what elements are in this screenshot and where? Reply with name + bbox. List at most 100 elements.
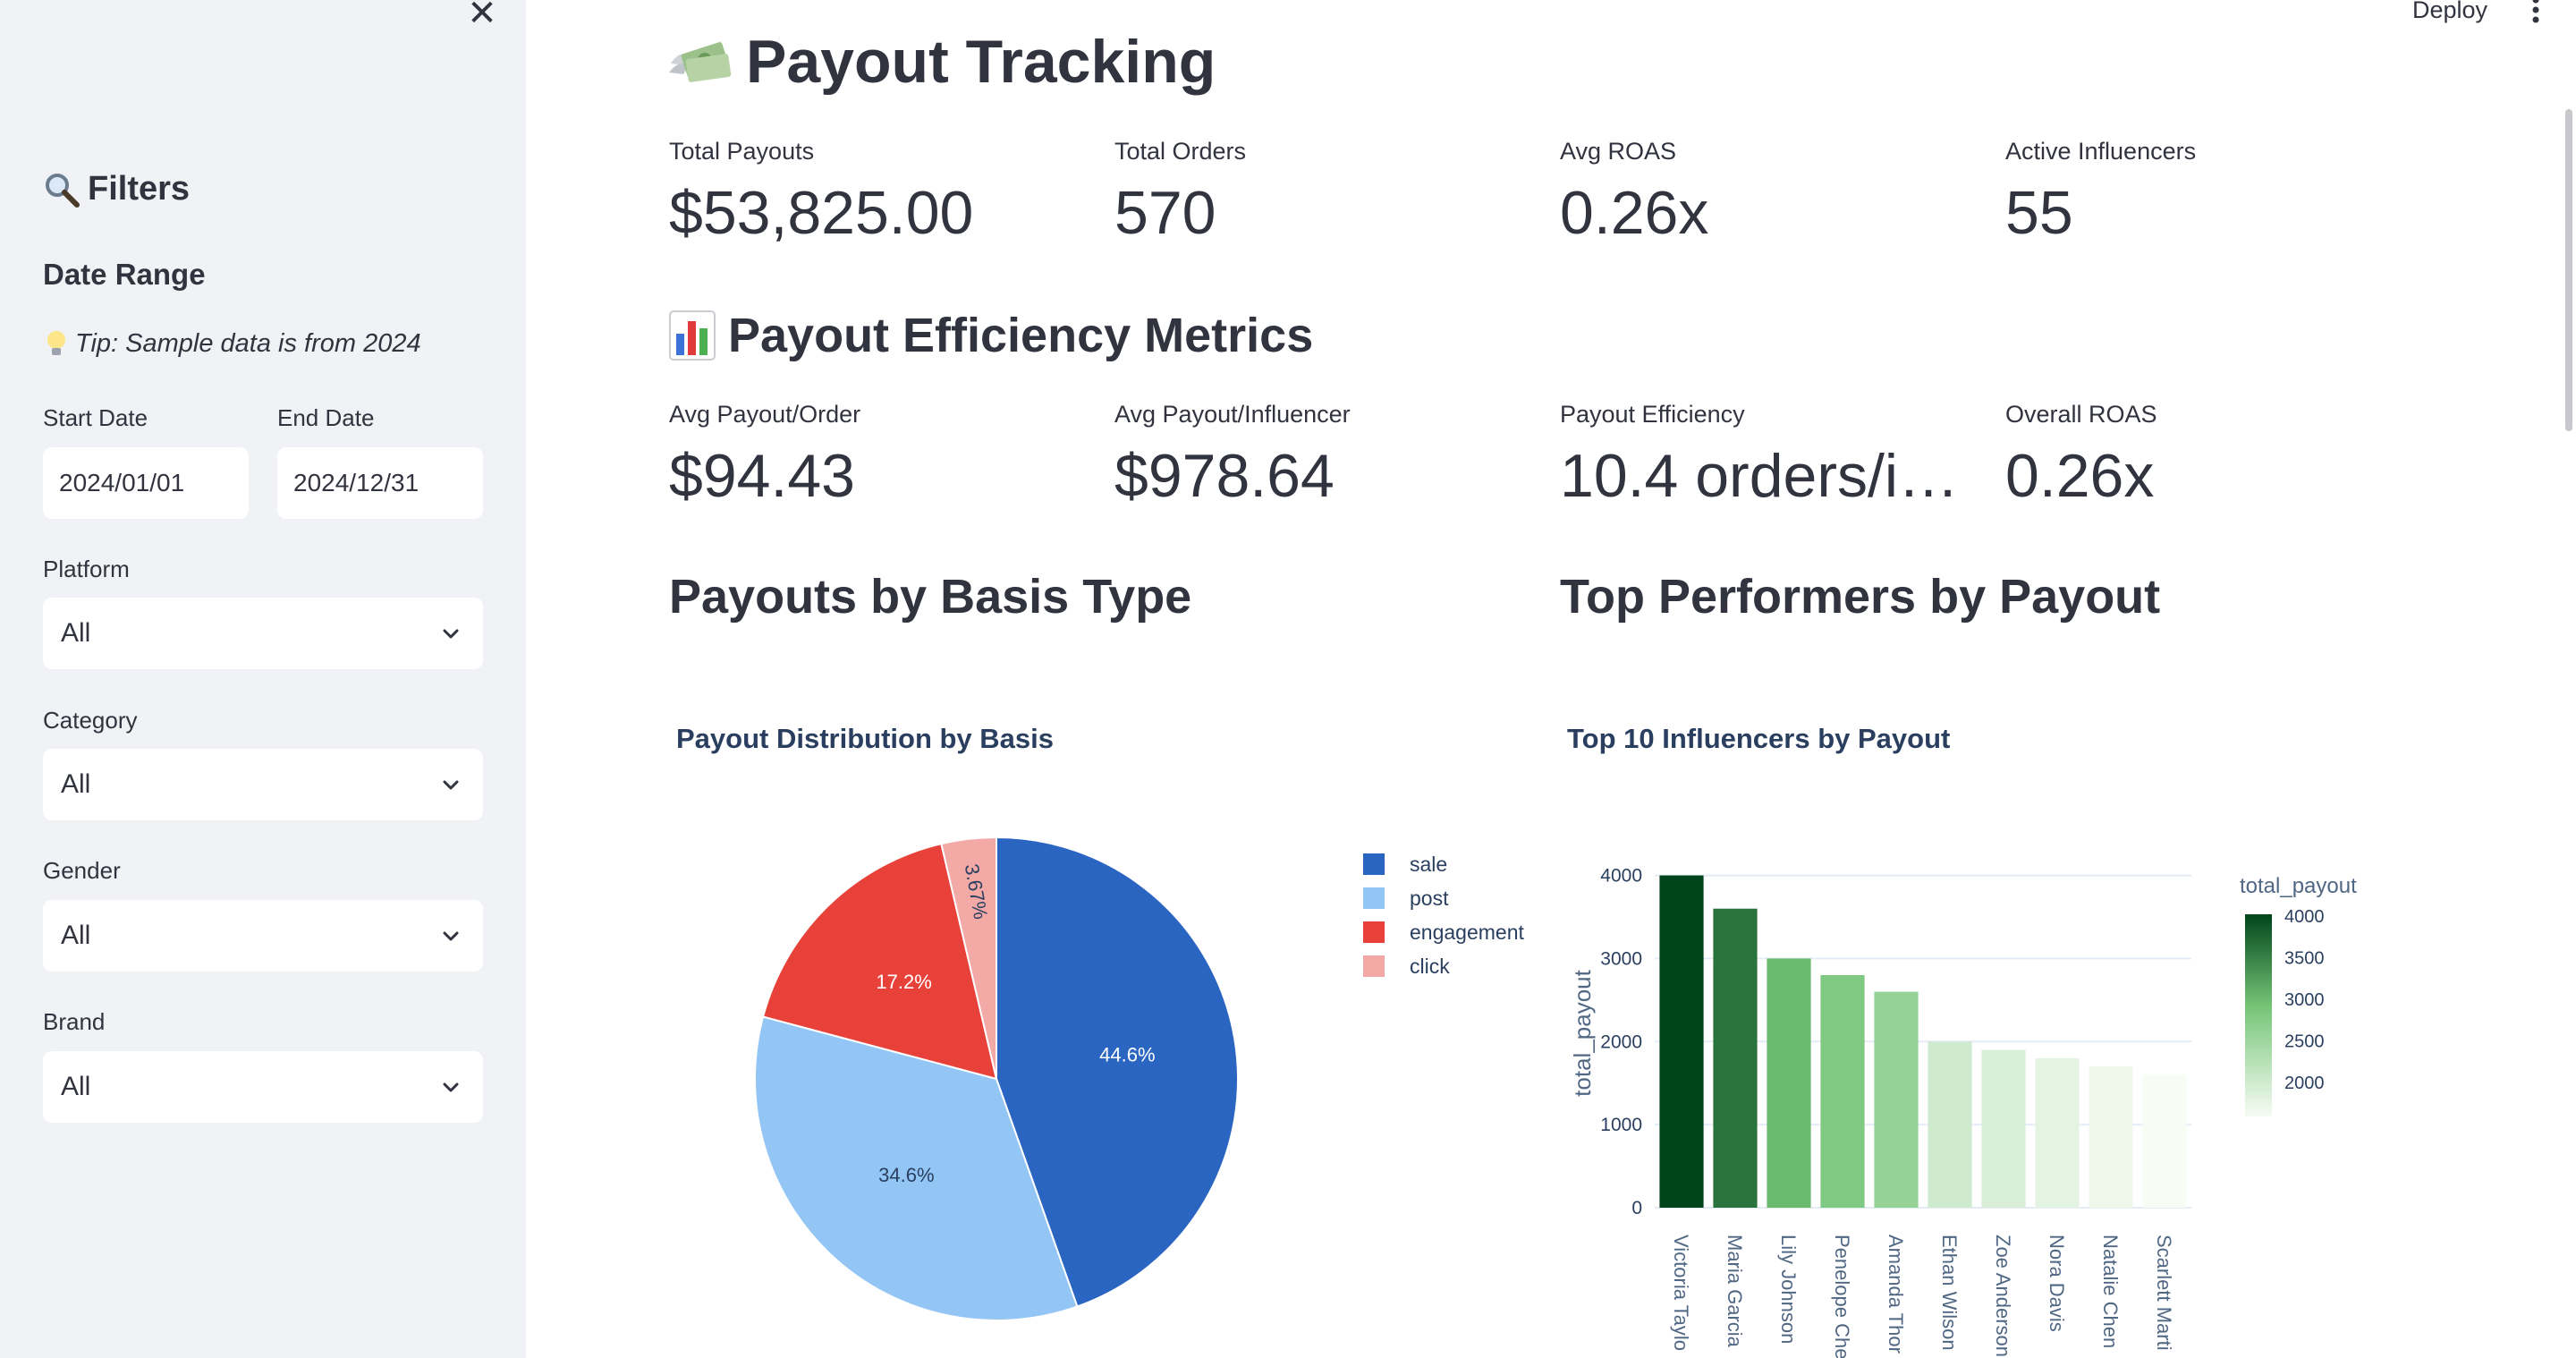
metric-label: Total Payouts [669,138,815,165]
deploy-button[interactable]: Deploy [2412,0,2488,23]
metric-overall-roas: Overall ROAS 0.26x [2005,401,2426,511]
legend-item-post[interactable]: post [1410,887,1449,910]
metric-value: 0.26x [2005,442,2155,510]
close-sidebar-icon[interactable]: ✕ [467,0,497,33]
efficiency-title: Payout Efficiency Metrics [728,309,1314,362]
metric-value: $94.43 [669,442,855,510]
pie-slice-engagement[interactable] [761,842,998,1081]
legend-swatch[interactable] [1363,853,1385,875]
x-tick-label: Penelope Che [1831,1235,1853,1358]
colorbar-tick-label: 3000 [2284,990,2325,1010]
metric-value: 55 [2005,179,2073,247]
metric-label: Avg Payout/Order [669,401,861,428]
magnifier-icon [46,173,80,208]
bar[interactable] [1928,1041,1972,1208]
bar[interactable] [1981,1049,2026,1208]
colorbar-tick-label: 4000 [2284,907,2325,927]
pie-slice-label: 44.6% [1099,1044,1155,1066]
date-range-title: Date Range [43,258,206,291]
filters-title: Filters [88,170,191,208]
basis-section-title: Payouts by Basis Type [669,570,1192,624]
colorbar-tick-label: 2000 [2284,1074,2325,1093]
start-date-input[interactable]: 2024/01/01 [43,447,249,519]
metric-value: 570 [1114,179,1216,247]
metric-value: $978.64 [1114,442,1335,510]
bar[interactable] [2142,1074,2187,1208]
brand-label: Brand [43,1008,106,1035]
metric-value: $53,825.00 [669,179,974,247]
chevron-down-icon [443,1082,459,1092]
legend-swatch[interactable] [1363,887,1385,909]
gender-select[interactable]: All [43,900,483,972]
money-with-wings-icon [669,42,732,82]
category-value: All [61,769,91,799]
pie-chart-title: Payout Distribution by Basis [676,723,1055,754]
colorbar [2245,914,2272,1116]
legend-item-sale[interactable]: sale [1410,853,1447,876]
filters-heading: Filters [43,170,190,208]
pie-slice-sale[interactable] [996,836,1239,1308]
y-axis-label: total_payout [1569,969,1596,1096]
bar[interactable] [2035,1057,2080,1208]
bar[interactable] [1713,908,1758,1208]
scrollbar[interactable] [2565,109,2572,431]
pie-slice-label: 34.6% [878,1164,934,1186]
start-date-label: Start Date [43,404,148,431]
bar-chart[interactable]: 0 1000 2000 3000 4000 total_payout Victoria Ta… [1556,805,2558,1358]
tip-text: Tip: Sample data is from 2024 [43,328,421,359]
top-performers-section-title: Top Performers by Payout [1560,570,2161,624]
category-label: Category [43,707,138,734]
gender-value: All [61,921,91,950]
y-tick-label: 1000 [1600,1115,1642,1135]
platform-label: Platform [43,556,130,582]
lightbulb-icon [47,331,65,355]
tip-label: Tip: Sample data is from 2024 [75,328,421,358]
bar-chart-icon [669,310,716,361]
metric-value: 10.4 orders/i… [1560,442,1959,510]
y-tick-label: 0 [1631,1198,1642,1218]
chevron-down-icon [443,931,459,941]
x-tick-label: Natalie Chen [2099,1235,2122,1348]
brand-select[interactable]: All [43,1051,483,1123]
platform-select[interactable]: All [43,598,483,669]
colorbar-title: total_payout [2240,874,2357,898]
more-options-icon[interactable] [2529,0,2542,30]
legend-item-click[interactable]: click [1410,955,1450,978]
x-tick-label: Zoe Anderson [1992,1235,2014,1357]
y-tick-label: 3000 [1600,948,1642,969]
metric-label: Active Influencers [2005,138,2197,165]
platform-value: All [61,618,91,648]
bar[interactable] [1659,875,1704,1208]
x-tick-label: Scarlett Marti [2153,1235,2175,1351]
metric-avg-roas: Avg ROAS 0.26x [1560,138,1980,248]
bar[interactable] [2089,1066,2133,1208]
colorbar-tick-label: 3500 [2284,949,2325,969]
metric-label: Avg Payout/Influencer [1114,401,1351,428]
brand-value: All [61,1072,91,1101]
legend-item-engagement[interactable]: engagement [1410,921,1524,944]
x-tick-label: Amanda Thor [1885,1235,1907,1354]
x-tick-label: Victoria Taylo [1670,1235,1692,1351]
metric-active-influencers: Active Influencers 55 [2005,138,2426,248]
end-date-input[interactable]: 2024/12/31 [277,447,483,519]
metric-value: 0.26x [1560,179,1709,247]
metric-label: Avg ROAS [1560,138,1677,165]
bar[interactable] [1874,991,1919,1208]
page-title: Payout Tracking [667,27,1216,97]
x-tick-label: Nora Davis [2046,1235,2068,1332]
pie-chart[interactable]: 44.6%34.6%17.2%3.67% salepostengagementcl… [716,805,1574,1358]
x-tick-label: Lily Johnson [1777,1235,1800,1344]
chevron-down-icon [443,629,459,639]
pie-slice-post[interactable] [754,1015,1079,1321]
end-date-label: End Date [277,404,375,431]
legend-swatch[interactable] [1363,921,1385,943]
bar[interactable] [1767,958,1811,1208]
y-tick-label: 2000 [1600,1031,1642,1052]
bar[interactable] [1820,975,1865,1208]
legend-swatch[interactable] [1363,955,1385,977]
category-select[interactable]: All [43,749,483,820]
colorbar-tick-label: 2500 [2284,1032,2325,1052]
metric-payout-efficiency: Payout Efficiency 10.4 orders/i… [1560,401,1980,511]
x-tick-label: Ethan Wilson [1938,1235,1961,1351]
pie-slice-click[interactable] [940,836,997,1080]
